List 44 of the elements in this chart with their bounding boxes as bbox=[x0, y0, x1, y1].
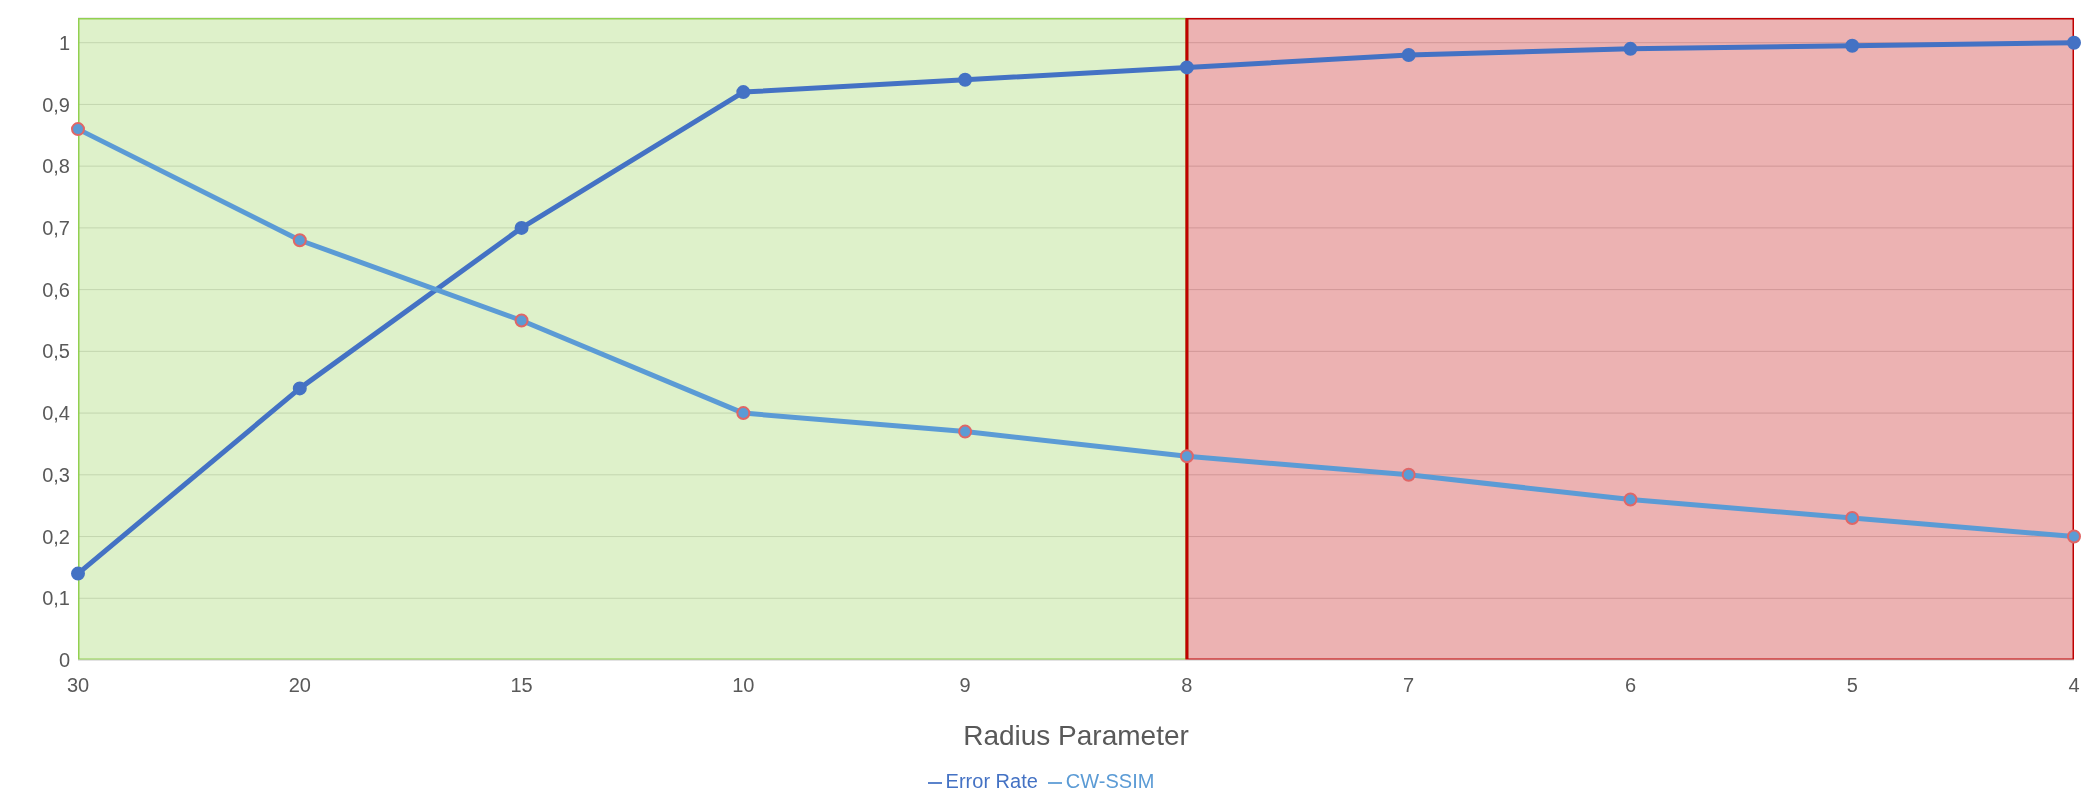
point bbox=[736, 85, 751, 100]
y-tick-label: 0,4 bbox=[42, 402, 70, 425]
x-tick-label: 9 bbox=[959, 674, 971, 697]
point bbox=[1845, 511, 1860, 526]
y-tick-label: 0 bbox=[58, 649, 70, 672]
y-tick-label: 0,7 bbox=[42, 216, 70, 239]
point bbox=[1179, 449, 1194, 464]
y-tick-label: 0,2 bbox=[42, 525, 70, 548]
x-tick-label: 7 bbox=[1403, 674, 1415, 697]
point bbox=[2067, 529, 2081, 544]
point bbox=[292, 233, 307, 248]
point bbox=[2067, 35, 2081, 50]
point bbox=[958, 72, 973, 87]
y-tick-label: 0,9 bbox=[42, 93, 70, 116]
x-tick-label: 5 bbox=[1846, 674, 1858, 697]
point bbox=[292, 381, 307, 396]
point bbox=[1623, 492, 1638, 507]
point bbox=[1401, 467, 1416, 482]
x-tick-label: 8 bbox=[1181, 674, 1193, 697]
x-tick-label: 4 bbox=[2068, 674, 2080, 697]
y-tick-label: 0,3 bbox=[42, 463, 70, 486]
point bbox=[514, 220, 529, 235]
point bbox=[736, 406, 751, 421]
point bbox=[1179, 60, 1194, 75]
point bbox=[958, 424, 973, 439]
y-tick-label: 1 bbox=[58, 31, 70, 54]
point bbox=[1401, 48, 1416, 63]
y-tick-label: 0,8 bbox=[42, 155, 70, 178]
y-tick-label: 0,5 bbox=[42, 340, 70, 363]
point bbox=[1845, 38, 1860, 53]
point bbox=[71, 566, 85, 581]
x-tick-label: 30 bbox=[66, 674, 90, 697]
x-tick-label: 6 bbox=[1624, 674, 1637, 697]
x-tick-label: 20 bbox=[288, 674, 311, 697]
x-axis-title: Radius Parameter bbox=[963, 720, 1189, 751]
point bbox=[514, 313, 529, 328]
y-tick-label: 0,6 bbox=[42, 278, 70, 301]
point bbox=[1623, 41, 1638, 56]
y-tick-label: 0,1 bbox=[42, 587, 70, 610]
x-tick-label: 10 bbox=[732, 674, 755, 697]
x-tick-label: 15 bbox=[510, 674, 533, 697]
legend-label: CW-SSIM bbox=[1065, 770, 1155, 792]
point bbox=[71, 122, 85, 137]
legend-label: Error Rate bbox=[945, 770, 1038, 792]
